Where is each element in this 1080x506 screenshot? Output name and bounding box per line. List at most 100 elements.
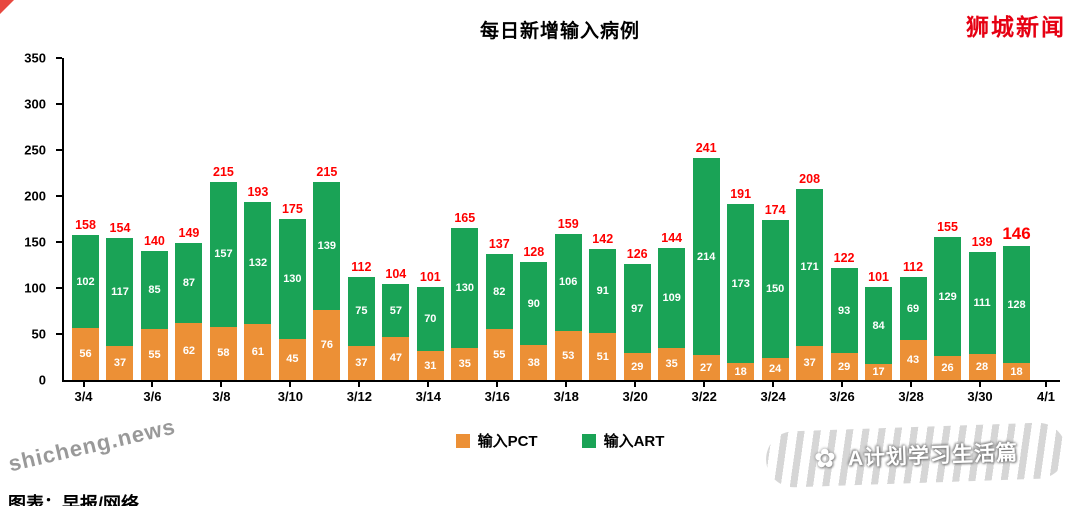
x-tick <box>979 382 982 387</box>
bar-3-14: 70 31 101 <box>416 270 444 380</box>
art-segment: 150 <box>761 219 789 358</box>
bar-3-10: 130 45 175 <box>278 202 306 380</box>
total-label: 175 <box>281 202 303 216</box>
pct-segment: 37 <box>796 345 824 380</box>
y-tick-label: 350 <box>24 50 46 66</box>
art-segment: 129 <box>934 237 962 357</box>
total-label: 144 <box>661 230 683 245</box>
art-segment: 85 <box>140 251 168 330</box>
total-label: 122 <box>833 250 855 265</box>
art-segment: 70 <box>416 287 444 352</box>
art-segment: 139 <box>313 182 341 311</box>
pct-segment: 37 <box>347 345 375 380</box>
bar-3-19: 91 51 142 <box>589 232 617 380</box>
total-label: 128 <box>523 245 545 260</box>
bar-3-12: 75 37 112 <box>347 260 375 380</box>
bar-3-29: 129 26 155 <box>934 220 962 380</box>
pct-segment: 45 <box>278 338 306 380</box>
art-segment: 171 <box>796 188 824 346</box>
x-tick <box>565 382 568 387</box>
y-tick <box>56 57 62 59</box>
art-segment: 75 <box>347 276 375 346</box>
bar-3-11: 139 76 215 <box>313 165 341 380</box>
art-segment: 173 <box>727 204 755 364</box>
pct-segment: 18 <box>727 363 755 380</box>
x-tick <box>220 382 223 387</box>
x-tick <box>772 382 775 387</box>
x-tick <box>1045 382 1047 387</box>
x-tick <box>358 382 361 387</box>
legend-swatch-pct-icon <box>455 433 470 448</box>
x-tick <box>289 382 292 387</box>
bar-3-24: 150 24 174 <box>761 203 789 380</box>
pct-segment: 58 <box>209 326 237 380</box>
total-label: 215 <box>212 165 234 180</box>
chart-title: 每日新增输入病例 <box>479 21 640 42</box>
bar-3-21: 109 35 144 <box>658 231 686 380</box>
art-segment: 93 <box>830 267 858 354</box>
total-label: 112 <box>902 259 924 274</box>
bar-3-13: 57 47 104 <box>382 267 410 380</box>
pct-segment: 18 <box>1003 363 1030 380</box>
total-label: 215 <box>316 165 338 180</box>
x-tick-label: 3/6 <box>143 389 162 404</box>
x-tick <box>634 382 637 387</box>
bar-3-18: 106 53 159 <box>554 217 582 380</box>
y-tick-label: 150 <box>24 234 46 250</box>
pct-segment: 56 <box>72 328 99 380</box>
total-label: 154 <box>109 221 131 236</box>
art-segment: 102 <box>72 234 99 329</box>
bar-3-28: 69 43 112 <box>899 260 927 380</box>
total-label: 139 <box>971 235 993 250</box>
x-tick-label: 3/14 <box>415 389 441 404</box>
total-label: 101 <box>419 270 441 285</box>
art-segment: 214 <box>692 158 720 356</box>
total-label: 191 <box>730 187 752 202</box>
x-tick-label: 3/16 <box>484 389 510 404</box>
legend-swatch-art-icon <box>581 433 596 448</box>
x-tick <box>427 382 430 387</box>
y-tick <box>56 103 62 105</box>
y-tick <box>56 241 62 243</box>
total-label: 155 <box>937 220 958 235</box>
plot-area: 102 56 158 117 37 154 85 55 140 87 62 149 157 58 215 13… <box>56 57 1060 382</box>
total-label: 158 <box>75 217 96 232</box>
x-tick-label: 3/12 <box>346 389 372 404</box>
bar-3-30: 111 28 139 <box>968 235 996 380</box>
bar-3-31: 128 18 146 <box>1002 224 1031 380</box>
y-tick <box>56 195 62 197</box>
bar-3-16: 82 55 137 <box>485 237 513 380</box>
total-label: 126 <box>626 247 648 262</box>
y-axis: 0 50 100 150 200 250 300 350 <box>0 51 54 388</box>
pct-segment: 43 <box>899 340 927 380</box>
total-label: 104 <box>385 267 407 282</box>
x-tick <box>82 382 85 387</box>
bar-3-22: 214 27 241 <box>692 141 720 380</box>
watermark-signature: ✿ A计划学习生活篇 <box>765 421 1067 489</box>
pct-segment: 35 <box>451 347 479 380</box>
signature-text: A计划学习生活篇 <box>847 441 1019 471</box>
corner-ribbon-icon <box>0 0 14 14</box>
pct-segment: 38 <box>520 345 548 380</box>
pct-segment: 26 <box>934 356 962 380</box>
y-tick-label: 200 <box>24 188 46 204</box>
x-tick-label: 4/1 <box>1036 389 1056 404</box>
art-segment: 128 <box>1003 245 1030 364</box>
pct-segment: 37 <box>106 345 134 380</box>
x-tick-label: 3/4 <box>74 389 93 404</box>
art-segment: 69 <box>899 276 927 341</box>
x-tick-label: 3/20 <box>622 389 648 404</box>
y-tick-label: 0 <box>38 372 46 388</box>
art-segment: 132 <box>244 202 272 324</box>
art-segment: 111 <box>968 252 996 355</box>
x-tick-label: 3/30 <box>967 389 993 404</box>
legend-item-pct: 输入PCT <box>455 430 538 451</box>
art-segment: 157 <box>209 182 237 327</box>
art-segment: 106 <box>554 233 582 332</box>
pct-segment: 61 <box>244 323 272 380</box>
total-label: 159 <box>557 216 579 231</box>
total-label: 241 <box>695 141 717 156</box>
pct-segment: 24 <box>761 357 789 380</box>
legend-item-art: 输入ART <box>581 430 664 451</box>
